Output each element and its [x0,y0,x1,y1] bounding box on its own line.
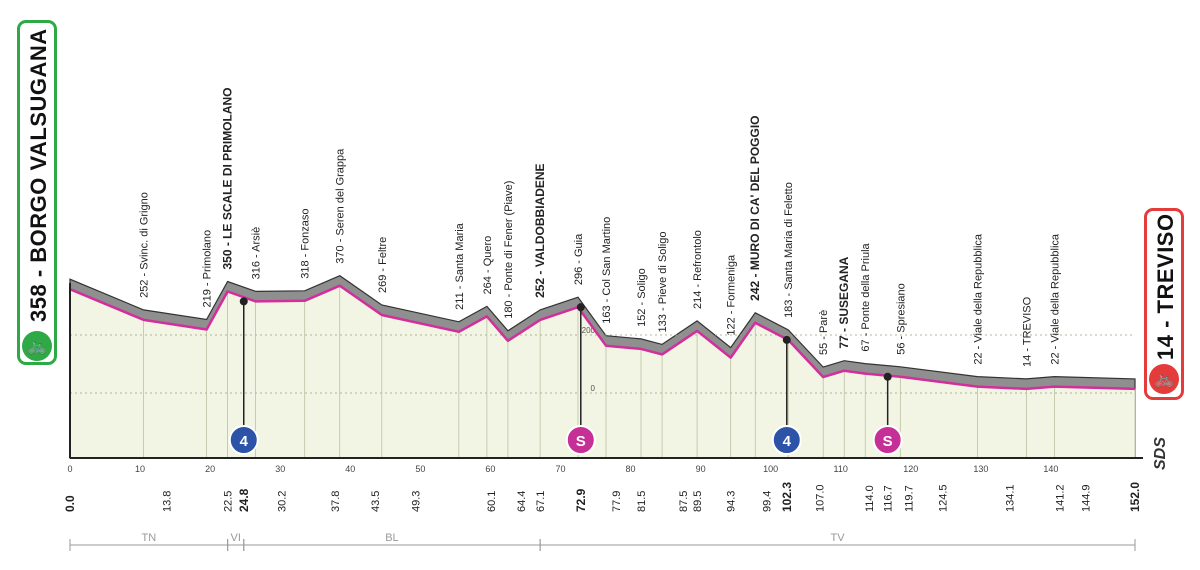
badge-anchor-dot [782,335,791,344]
badge-anchor-dot [239,297,248,306]
km-mark-label: 114.0 [864,485,876,512]
finish-town-label: 14 - TREVISO [1153,213,1178,360]
waypoint-label: 22 - Viale della Repubblica [972,233,984,365]
km-mark-label: 116.7 [883,485,895,512]
waypoint-label: 242 - MURO DI CA' DEL POGGIO [748,115,762,300]
waypoint-label: 269 - Feltre [377,237,389,293]
distance-tick-label: 10 [135,464,145,474]
waypoint-label: 214 - Refrontolo [692,230,704,309]
waypoint-label: 14 - TREVISO [1021,296,1033,367]
distance-tick-label: 110 [834,464,848,474]
badge-anchor-dot [883,372,892,381]
km-mark-label: 99.4 [761,491,773,512]
distance-tick-label: 30 [275,464,285,474]
badge-label: 4 [783,433,792,450]
waypoint-label: 67 - Ponte della Priula [860,242,872,351]
region-label: TV [831,532,846,544]
waypoint-label: 133 - Pieve di Soligo [657,232,669,333]
waypoint-label: 264 - Quero [482,236,494,295]
distance-tick-label: 50 [415,464,425,474]
waypoint-label: 180 - Ponte di Fener (Piave) [503,181,515,319]
badge-label: 4 [240,433,249,450]
waypoint-label: 211 - Santa Maria [454,222,466,310]
distance-tick-label: 0 [67,464,72,474]
altitude-tick-label: 0 [591,384,596,393]
waypoint-label: 370 - Seren del Grappa [335,148,347,264]
altitude-tick-label: 200 [582,326,596,335]
sprint-badge [565,425,596,455]
road-line [69,284,1136,391]
distance-tick-label: 140 [1043,464,1058,474]
waypoint-label: 219 - Primolano [202,230,214,308]
badge-label: S [883,433,893,450]
badge-anchor-dot [576,303,585,312]
badge-label: S [576,433,586,450]
waypoint-label: 318 - Fonzaso [300,208,312,278]
start-banner [17,20,57,365]
region-label: VI [231,532,241,544]
waypoint-label: 183 - Santa Maria di Feletto [783,182,795,318]
waypoint-label: 316 - Arsiè [251,227,263,280]
distance-tick-label: 100 [763,464,778,474]
km-mark-label: 134.1 [1005,484,1017,512]
km-mark-label: 77.9 [611,491,623,512]
cyclist-icon: 🚲 [22,331,52,361]
waypoint-label: 163 - Col San Martino [601,217,613,324]
profile-area [70,285,1135,458]
waypoint-label: 56 - Spresiano [895,283,907,355]
km-mark-label: 37.8 [330,491,342,512]
region-label: BL [385,532,398,544]
km-mark-label: 141.2 [1054,484,1066,512]
km-mark-label: 67.1 [535,491,547,512]
start-town-label: 358 - BORGO VALSUGANA [26,28,51,322]
km-mark-label: 13.8 [162,491,174,512]
waypoint-label: 55 - Parè [818,310,830,355]
km-mark-label: 107.0 [815,484,827,512]
distance-tick-label: 90 [696,464,706,474]
waypoint-label: 350 - LE SCALE DI PRIMOLANO [221,87,235,269]
distance-tick-label: 120 [903,464,918,474]
climb-badge [771,425,802,455]
waypoint-label: 252 - VALDOBBIADENE [533,163,547,297]
distance-tick-label: 60 [485,464,495,474]
waypoint-label: 152 - Soligo [636,268,648,327]
km-mark-label: 94.3 [726,491,738,512]
distance-tick-label: 70 [555,464,565,474]
km-mark-label: 30.2 [277,491,289,512]
distance-tick-label: 40 [345,464,355,474]
km-mark-label: 43.5 [370,491,382,512]
km-mark-label: 49.3 [410,491,422,512]
climb-badge [228,425,259,455]
distance-tick-label: 130 [973,464,988,474]
km-mark-label: 22.5 [223,491,235,512]
brand-mark: SDS [1152,437,1169,470]
waypoint-label: 252 - Svinc. di Grigno [139,192,151,298]
km-mark-label: 87.5 [678,491,690,512]
sprint-badge [872,425,903,455]
km-mark-label: 24.8 [237,488,251,512]
waypoint-label: 22 - Viale della Repubblica [1049,233,1061,365]
waypoint-label: 77 - SUSEGANA [837,256,851,348]
waypoint-label: 122 - Formeniga [726,254,738,336]
km-mark-label: 89.5 [692,491,704,512]
km-mark-label: 144.9 [1080,484,1092,512]
km-mark-label: 72.9 [574,488,588,512]
distance-tick-label: 20 [205,464,215,474]
distance-tick-label: 80 [626,464,636,474]
region-label: TN [141,532,156,544]
cyclist-icon: 🚲 [1149,364,1179,394]
km-mark-label: 0.0 [63,495,77,512]
waypoint-label: 296 - Guia [573,233,585,285]
km-mark-label: 152.0 [1128,482,1142,512]
km-mark-label: 64.4 [516,491,528,512]
km-mark-label: 124.5 [937,484,949,512]
km-mark-label: 102.3 [780,482,794,512]
km-mark-label: 81.5 [636,491,648,512]
km-mark-label: 60.1 [486,491,498,512]
km-mark-label: 119.7 [904,485,916,512]
